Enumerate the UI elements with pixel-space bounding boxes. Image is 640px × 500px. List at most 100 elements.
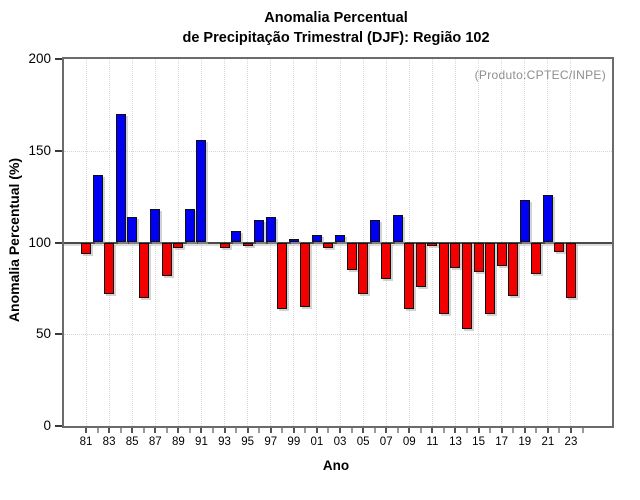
bar-21 [542, 194, 553, 243]
x-tick-label-91: 91 [195, 436, 208, 448]
x-tick-label-17: 17 [495, 436, 509, 448]
source-annotation: (Produto:CPTEC/INPE) [474, 68, 606, 82]
x-tick-label-05: 05 [356, 436, 370, 448]
x-tick-10 [419, 428, 422, 433]
x-tick-label-81: 81 [79, 436, 93, 448]
bar-22 [554, 242, 565, 252]
y-tick-100 [55, 241, 62, 244]
x-tick-15 [477, 428, 480, 433]
baseline-100 [64, 241, 612, 244]
bar-04 [346, 242, 357, 271]
chart-title-line2: de Precipitação Trimestral (DJF): Região… [182, 30, 490, 46]
y-tick-150 [55, 149, 62, 152]
x-tick-label-97: 97 [264, 436, 278, 448]
x-tick-02 [327, 428, 330, 433]
x-tick-07 [385, 428, 388, 433]
x-tick-03 [339, 428, 342, 433]
x-tick-17 [500, 428, 503, 433]
bar-85 [127, 216, 138, 243]
bar-08 [392, 214, 403, 243]
x-tick-label-89: 89 [171, 436, 185, 448]
x-tick-16 [489, 428, 492, 433]
x-tick-label-09: 09 [402, 436, 416, 448]
x-tick-85 [131, 428, 134, 433]
x-tick-label-87: 87 [148, 436, 162, 448]
bar-99 [288, 238, 299, 243]
bar-06 [369, 220, 380, 243]
x-tick-92 [212, 428, 214, 433]
bar-01 [311, 235, 322, 243]
bar-18 [508, 242, 519, 296]
x-tick-97 [269, 428, 272, 433]
bar-95 [242, 242, 253, 247]
bar-97 [265, 216, 276, 243]
x-tick-19 [523, 428, 526, 433]
x-tick-label-95: 95 [241, 436, 255, 448]
x-tick-14 [466, 428, 469, 433]
bar-90 [184, 209, 195, 243]
x-tick-12 [442, 428, 445, 433]
y-tick-0 [55, 425, 62, 427]
y-tick-50 [55, 333, 62, 336]
bar-11 [427, 242, 438, 247]
x-tick-91 [200, 428, 203, 433]
x-tick-08 [396, 428, 399, 433]
bar-23 [565, 242, 576, 298]
bar-10 [415, 242, 426, 287]
chart-title-line1: Anomalia Percentual [264, 10, 408, 26]
x-tick-87 [154, 428, 157, 433]
plot-area [62, 57, 614, 428]
x-tick-label-23: 23 [564, 436, 578, 448]
x-tick-label-19: 19 [518, 436, 532, 448]
x-tick-82 [96, 428, 99, 433]
x-tick-89 [177, 428, 180, 433]
x-tick-00 [304, 428, 307, 433]
x-tick-98 [281, 428, 284, 433]
h-gridline-50 [64, 334, 612, 336]
bar-16 [485, 242, 496, 315]
y-tick-label-200: 200 [28, 51, 51, 66]
bar-17 [496, 242, 507, 267]
x-tick-99 [292, 428, 295, 433]
bar-88 [161, 242, 172, 276]
bar-81 [81, 242, 91, 254]
x-tick-20 [535, 428, 538, 433]
bar-87 [150, 209, 161, 243]
x-axis-label: Ano [322, 458, 350, 473]
bar-03 [335, 235, 346, 243]
y-tick-label-100: 100 [28, 234, 51, 250]
x-tick-96 [258, 428, 261, 433]
y-tick-label-0: 0 [43, 418, 51, 433]
x-tick-label-93: 93 [218, 436, 231, 448]
x-tick-06 [373, 428, 376, 433]
bar-20 [531, 242, 542, 274]
x-tick-label-03: 03 [333, 436, 347, 448]
bar-91 [196, 139, 207, 243]
x-tick-09 [408, 428, 411, 433]
x-tick-05 [362, 428, 365, 433]
x-tick-86 [142, 428, 145, 433]
bar-02 [323, 242, 334, 248]
y-tick-label-150: 150 [28, 142, 51, 158]
x-tick-88 [165, 428, 168, 433]
bar-13 [450, 242, 461, 269]
x-tick-label-21: 21 [541, 436, 555, 448]
bar-05 [358, 242, 369, 294]
x-tick-22 [558, 428, 561, 433]
x-tick-11 [431, 428, 434, 433]
x-tick-label-07: 07 [379, 436, 393, 448]
x-tick-label-85: 85 [125, 436, 139, 448]
bar-82 [92, 174, 103, 243]
bar-14 [462, 242, 473, 329]
y-tick-label-50: 50 [35, 326, 51, 342]
x-tick-label-11: 11 [426, 436, 439, 448]
x-tick-84 [119, 428, 122, 433]
x-tick-90 [188, 428, 191, 433]
bar-83 [104, 242, 115, 294]
bar-19 [519, 200, 530, 243]
x-tick-04 [350, 428, 353, 433]
bar-84 [115, 114, 126, 243]
bar-94 [231, 231, 242, 243]
x-tick-83 [108, 428, 111, 433]
